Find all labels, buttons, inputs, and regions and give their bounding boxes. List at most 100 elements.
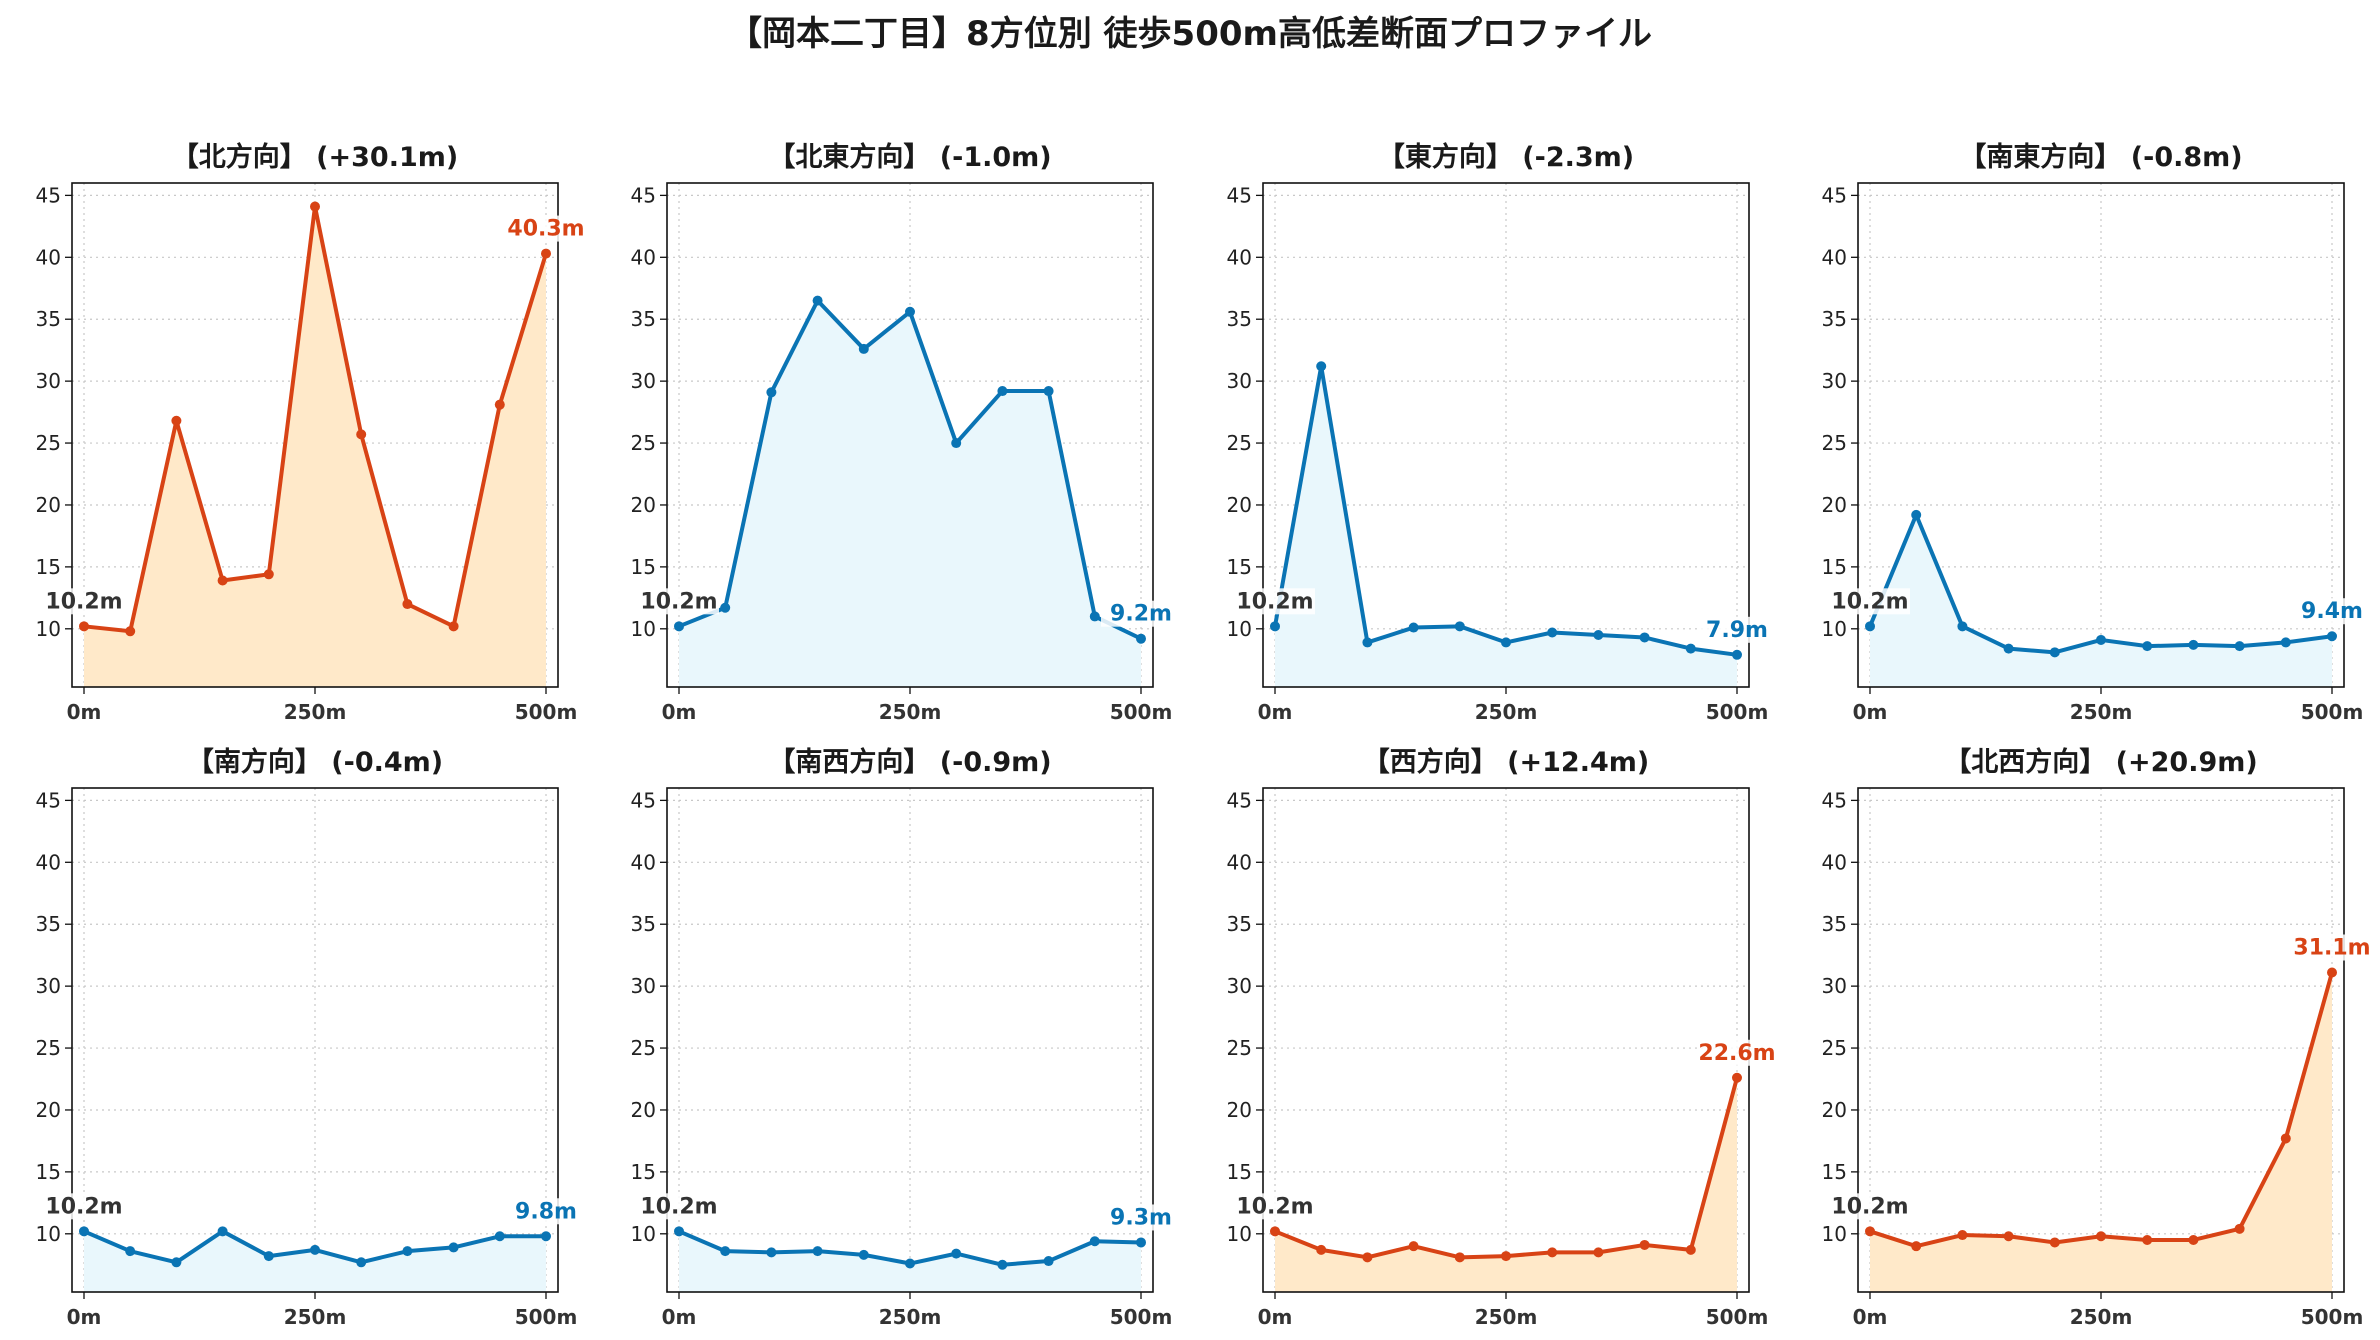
data-point — [905, 306, 915, 317]
data-point — [1316, 1244, 1327, 1255]
data-point — [448, 621, 459, 632]
elevation-chart-7: 【北西方向】 (+20.9m) 10 15 20 25 30 35 40 45 0m 250m 500… — [1822, 746, 2372, 1329]
figure-title: 【岡本二丁目】8方位別 徒歩500m高低差断面プロファイル — [728, 14, 1652, 54]
y-tick-label: 10 — [1227, 617, 1252, 641]
y-tick-label: 20 — [36, 493, 61, 517]
x-tick-label: 500m — [515, 1305, 578, 1329]
x-tick-label: 0m — [1853, 700, 1888, 724]
y-tick-label: 45 — [631, 183, 656, 207]
data-point — [1408, 622, 1419, 633]
end-label-bg — [2292, 598, 2372, 625]
data-point — [766, 1247, 777, 1258]
y-tick-label: 35 — [1227, 307, 1252, 331]
start-elevation-label: 10.2m — [1236, 589, 1313, 614]
elevation-chart-2: 【東方向】 (-2.3m) 10 15 20 25 30 35 40 45 0m 250m 500m 1… — [1227, 141, 1777, 724]
data-point — [1454, 1252, 1465, 1263]
data-point — [79, 621, 89, 632]
start-label-bg — [639, 588, 719, 615]
data-point — [674, 621, 684, 632]
x-tick-label: 500m — [515, 700, 578, 724]
start-label-bg — [44, 588, 124, 615]
y-tick-label: 20 — [36, 1098, 61, 1122]
data-point — [1957, 621, 1968, 632]
start-elevation-label: 10.2m — [45, 589, 122, 614]
y-tick-label: 15 — [36, 1160, 61, 1184]
x-tick-label: 250m — [284, 1305, 347, 1329]
y-tick-label: 30 — [1227, 974, 1252, 998]
data-point — [1043, 1256, 1054, 1267]
x-tick-label: 250m — [879, 700, 942, 724]
y-tick-label: 15 — [1227, 1160, 1252, 1184]
y-tick-label: 25 — [1822, 431, 1847, 455]
y-tick-label: 10 — [1822, 1222, 1847, 1246]
y-tick-label: 35 — [1227, 912, 1252, 936]
y-tick-label: 35 — [631, 912, 656, 936]
y-tick-label: 45 — [1227, 788, 1252, 812]
data-point — [263, 569, 274, 580]
end-elevation-label: 40.3m — [507, 217, 584, 242]
data-point — [448, 1242, 459, 1253]
y-tick-label: 30 — [631, 974, 656, 998]
elevation-chart-6: 【西方向】 (+12.4m) 10 15 20 25 30 35 40 45 0m 250m 500m… — [1227, 746, 1777, 1329]
x-tick-label: 500m — [1110, 1305, 1173, 1329]
data-point — [1136, 1237, 1146, 1248]
y-tick-label: 30 — [36, 369, 61, 393]
area-fill — [1275, 366, 1737, 687]
y-tick-label: 25 — [631, 1036, 656, 1060]
y-tick-label: 20 — [1822, 493, 1847, 517]
x-tick-label: 0m — [67, 700, 102, 724]
area-fill — [679, 300, 1141, 687]
start-elevation-label: 10.2m — [1236, 1194, 1313, 1219]
start-elevation-label: 10.2m — [640, 1194, 717, 1219]
y-tick-label: 25 — [1227, 1036, 1252, 1060]
data-point — [2142, 1234, 2153, 1245]
chart-title: 【東方向】 (-2.3m) — [1378, 141, 1634, 173]
y-tick-label: 25 — [36, 431, 61, 455]
data-point — [1593, 1247, 1604, 1258]
end-label-bg — [506, 215, 586, 242]
end-elevation-label: 9.3m — [1110, 1205, 1172, 1230]
start-label-bg — [1235, 588, 1315, 615]
data-point — [858, 343, 869, 354]
data-point — [1270, 621, 1280, 632]
start-elevation-label: 10.2m — [1831, 589, 1908, 614]
area-fill — [84, 1231, 546, 1292]
y-tick-label: 45 — [36, 788, 61, 812]
y-tick-label: 40 — [36, 850, 61, 874]
data-point — [2234, 641, 2245, 652]
area-fill — [1870, 972, 2332, 1292]
data-point — [997, 386, 1008, 397]
data-point — [2327, 631, 2337, 642]
data-point — [720, 1246, 731, 1257]
data-point — [402, 1246, 413, 1257]
x-tick-label: 0m — [1258, 700, 1293, 724]
data-point — [171, 415, 182, 426]
y-tick-label: 25 — [1822, 1036, 1847, 1060]
chart-title: 【南方向】 (-0.4m) — [187, 746, 443, 778]
data-point — [217, 1226, 228, 1237]
y-tick-label: 45 — [1227, 183, 1252, 207]
y-tick-label: 30 — [1227, 369, 1252, 393]
y-tick-label: 40 — [1227, 850, 1252, 874]
data-point — [1136, 633, 1146, 644]
end-elevation-label: 22.6m — [1698, 1041, 1775, 1066]
x-tick-label: 250m — [879, 1305, 942, 1329]
chart-title: 【北東方向】 (-1.0m) — [768, 141, 1051, 173]
x-tick-label: 500m — [2301, 700, 2364, 724]
y-tick-label: 15 — [631, 1160, 656, 1184]
y-tick-label: 15 — [36, 555, 61, 579]
y-tick-label: 40 — [1822, 850, 1847, 874]
data-point — [1865, 1226, 1875, 1237]
data-point — [541, 248, 551, 259]
area-fill — [1870, 514, 2332, 687]
end-elevation-label: 31.1m — [2293, 936, 2370, 961]
elevation-chart-0: 【北方向】 (+30.1m) 10 15 20 25 30 35 40 45 0m 250m 500m… — [36, 141, 586, 724]
start-label-bg — [44, 1193, 124, 1220]
data-point — [356, 1257, 367, 1268]
y-tick-label: 10 — [36, 1222, 61, 1246]
data-point — [310, 1244, 320, 1255]
end-elevation-label: 9.4m — [2301, 599, 2363, 624]
data-point — [1362, 637, 1373, 648]
y-tick-label: 40 — [1227, 245, 1252, 269]
